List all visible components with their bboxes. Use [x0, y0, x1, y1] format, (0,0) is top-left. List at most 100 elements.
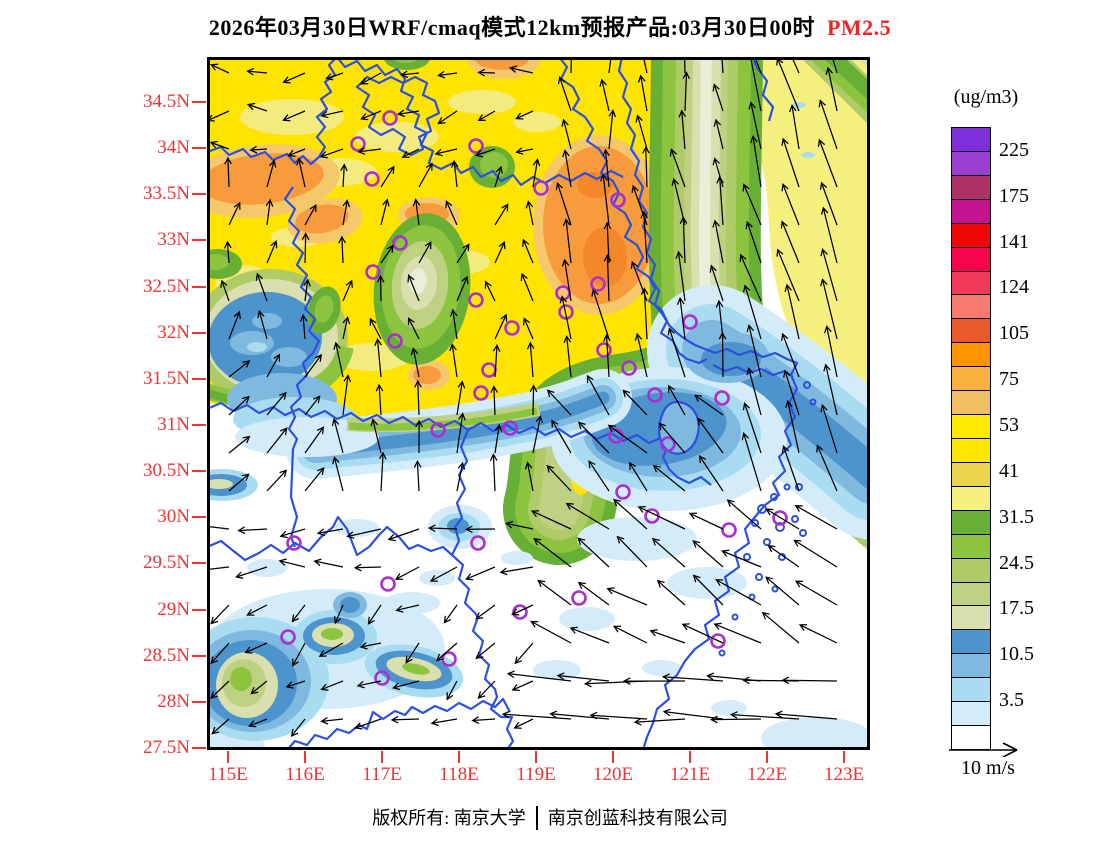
wind-arrow-icon: [651, 537, 686, 568]
station-marker: [710, 633, 726, 649]
wind-arrow-icon: [798, 624, 838, 644]
x-axis-tick: [689, 751, 691, 763]
wind-arrow-icon: [600, 173, 610, 226]
x-axis-label: 122E: [746, 764, 788, 785]
wind-arrow-icon: [508, 65, 534, 74]
wind-arrow-icon: [477, 680, 496, 699]
wind-arrow-icon: [342, 316, 351, 340]
wind-arrow-icon: [606, 587, 648, 606]
wind-arrow-icon: [412, 198, 421, 226]
y-axis-label: 28N: [157, 690, 190, 712]
wind-arrow-icon: [266, 159, 277, 188]
wind-arrow-icon: [282, 72, 306, 84]
colorbar-box: [951, 485, 991, 511]
page-title: 2026年03月30日WRF/cmaq模式12km预报产品:03月30日00时 P…: [0, 10, 1100, 42]
wind-arrow-icon: [522, 317, 534, 340]
wind-arrow-icon: [537, 579, 572, 606]
wind-arrow-icon: [210, 63, 230, 74]
y-axis-label: 32N: [157, 321, 190, 343]
colorbar-box: [951, 366, 991, 392]
company-name: 南京创蓝科技有限公司: [547, 808, 728, 828]
wind-arrow-icon: [291, 604, 306, 623]
wind-arrow-icon: [475, 604, 496, 620]
wind-arrow-icon: [474, 148, 496, 158]
wind-arrow-icon: [562, 149, 572, 188]
y-axis-tick: [192, 608, 206, 611]
wind-arrow-icon: [612, 625, 648, 644]
wind-arrow-icon: [780, 220, 800, 264]
wind-arrow-icon: [477, 110, 496, 122]
wind-arrow-icon: [304, 395, 321, 416]
wind-arrow-icon: [525, 200, 534, 226]
wind-arrow-icon: [721, 57, 724, 74]
wind-arrow-icon: [387, 528, 420, 542]
wind-arrow-icon: [729, 711, 800, 720]
station-marker: [350, 136, 366, 152]
wind-arrow-icon: [825, 66, 838, 112]
x-axis-label: 119E: [516, 764, 556, 785]
wind-arrows-layer: [207, 57, 838, 737]
wind-arrow-icon: [784, 283, 800, 340]
y-axis-label: 32.5N: [143, 275, 190, 297]
station-marker: [714, 390, 730, 406]
wind-arrow-icon: [301, 232, 310, 264]
wind-arrow-icon: [490, 385, 498, 416]
wind-arrow-icon: [712, 219, 724, 264]
wind-arrow-icon: [533, 537, 572, 568]
wind-arrow-icon: [296, 157, 306, 188]
wind-arrow-icon: [434, 148, 458, 157]
colorbar-box: [951, 581, 991, 607]
colorbar-box: [951, 318, 991, 344]
station-marker: [621, 360, 637, 376]
wind-arrow-icon: [376, 274, 385, 302]
x-axis-tick: [612, 751, 614, 763]
y-axis-label: 31.5N: [143, 367, 190, 389]
wind-arrow-icon: [603, 333, 611, 378]
wind-arrow-icon: [789, 104, 800, 150]
wind-arrow-icon: [662, 708, 724, 720]
wind-arrow-icon: [353, 563, 382, 572]
wind-arrow-icon: [640, 287, 649, 340]
wind-arrow-icon: [520, 272, 534, 302]
wind-arrow-icon: [577, 421, 610, 454]
y-axis-label: 31N: [157, 414, 190, 435]
wind-arrow-icon: [511, 680, 534, 692]
wind-arrow-icon: [622, 389, 648, 416]
colorbar-tick-label: 105: [999, 322, 1029, 345]
wind-arrow-icon: [342, 374, 352, 416]
wind-arrow-icon: [304, 203, 317, 226]
colorbar-box: [951, 653, 991, 679]
x-axis-tick: [843, 751, 845, 763]
wind-arrow-icon: [532, 158, 541, 188]
wind-arrow-icon: [342, 199, 350, 226]
wind-arrow-icon: [526, 341, 535, 378]
wind-arrow-icon: [715, 579, 762, 606]
wind-arrow-icon: [413, 459, 422, 492]
wind-arrow-icon: [395, 604, 420, 613]
station-marker: [380, 576, 396, 592]
wind-arrow-icon: [494, 165, 503, 188]
wind-arrow-icon: [414, 379, 422, 416]
wind-arrow-icon: [831, 57, 838, 74]
y-axis-tick: [192, 101, 206, 103]
wind-arrow-icon: [220, 279, 230, 302]
reference-arrow-icon: [949, 742, 1018, 757]
wind-arrow-icon: [477, 68, 496, 77]
x-axis-label: 121E: [669, 764, 711, 785]
wind-arrow-icon: [390, 715, 420, 724]
wind-arrow-icon: [546, 464, 572, 492]
wind-arrow-icon: [745, 220, 762, 264]
wind-arrow-icon: [489, 453, 498, 492]
wind-arrow-icon: [303, 278, 311, 302]
wind-arrow-icon: [360, 72, 382, 85]
wind-arrow-icon: [709, 264, 724, 302]
wind-arrow-icon: [400, 70, 420, 79]
y-axis-tick: [192, 331, 206, 334]
station-marker: [473, 385, 489, 401]
wind-arrow-icon: [437, 110, 458, 125]
colorbar-tick-label: 141: [999, 230, 1029, 253]
wind-arrow-icon: [530, 510, 572, 530]
colorbar-box: [951, 246, 991, 272]
wind-arrow-icon: [765, 576, 800, 606]
wind-arrow-icon: [742, 183, 762, 226]
